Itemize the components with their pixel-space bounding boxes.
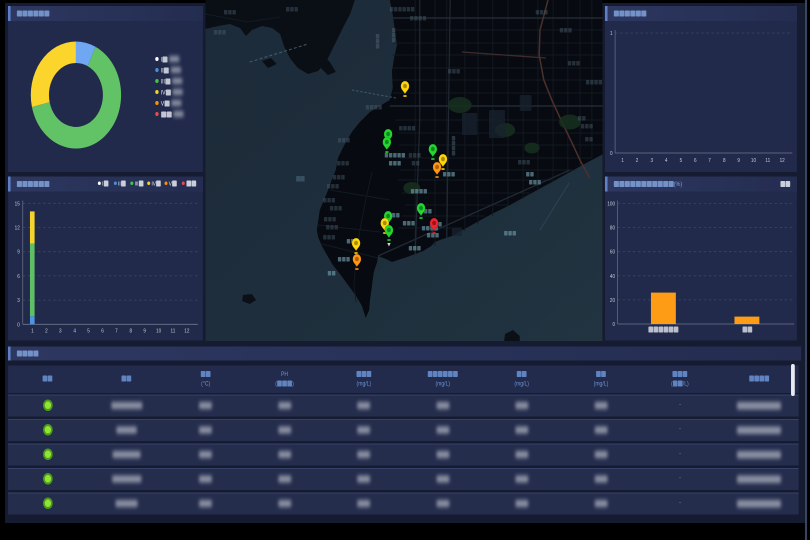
svg-text:11: 11 — [171, 328, 176, 334]
svg-text:9: 9 — [737, 158, 740, 164]
svg-text:6: 6 — [17, 274, 20, 280]
svg-text:0: 0 — [613, 322, 616, 328]
svg-text:40: 40 — [610, 274, 615, 280]
svg-text:1: 1 — [610, 31, 613, 37]
svg-text:1: 1 — [621, 158, 624, 164]
svg-text:6: 6 — [101, 328, 104, 334]
svg-text:80: 80 — [610, 225, 615, 231]
svg-text:7: 7 — [115, 328, 118, 334]
svg-text:15: 15 — [15, 201, 20, 207]
svg-text:7: 7 — [708, 158, 711, 164]
svg-text:12: 12 — [15, 225, 20, 231]
svg-text:9: 9 — [143, 328, 146, 334]
svg-text:100: 100 — [607, 201, 615, 207]
svg-text:3: 3 — [17, 298, 20, 304]
svg-text:8: 8 — [129, 328, 132, 334]
svg-text:10: 10 — [751, 158, 756, 164]
svg-text:0: 0 — [17, 322, 20, 328]
svg-text:4: 4 — [665, 158, 668, 164]
svg-text:3: 3 — [651, 158, 654, 164]
svg-text:12: 12 — [184, 328, 189, 334]
svg-text:20: 20 — [610, 298, 615, 304]
svg-text:0: 0 — [610, 151, 613, 157]
svg-text:9: 9 — [17, 249, 20, 255]
svg-text:5: 5 — [87, 328, 90, 334]
svg-text:1: 1 — [31, 328, 34, 334]
svg-text:4: 4 — [73, 328, 76, 334]
svg-text:11: 11 — [765, 158, 770, 164]
svg-text:60: 60 — [610, 249, 615, 255]
svg-text:10: 10 — [156, 328, 161, 334]
svg-text:5: 5 — [680, 158, 683, 164]
svg-text:3: 3 — [59, 328, 62, 334]
svg-text:6: 6 — [694, 158, 697, 164]
svg-text:2: 2 — [636, 158, 639, 164]
svg-text:2: 2 — [45, 328, 48, 334]
svg-text:8: 8 — [723, 158, 726, 164]
svg-text:12: 12 — [780, 158, 785, 164]
